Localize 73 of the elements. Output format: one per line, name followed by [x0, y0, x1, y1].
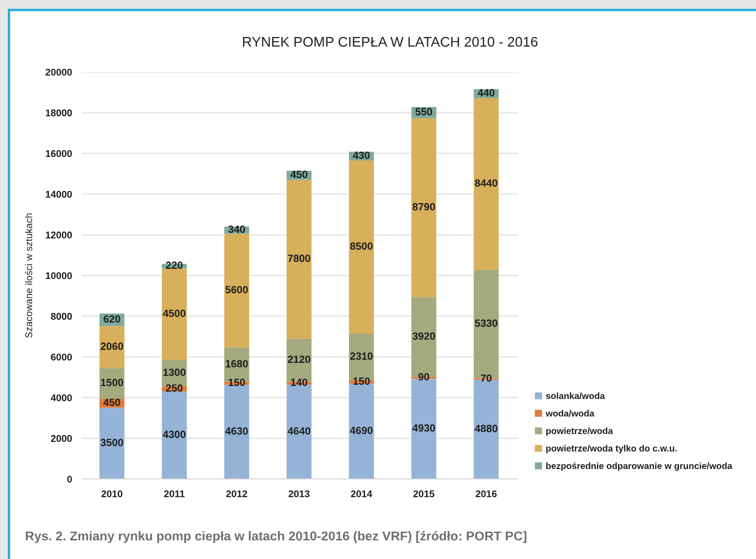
data-label: 550 [415, 108, 432, 116]
data-label: 2060 [100, 342, 124, 350]
data-label: 150 [353, 377, 370, 385]
x-tick-label: 2010 [101, 490, 122, 498]
data-label: 1300 [163, 368, 186, 376]
bar [99, 326, 124, 368]
data-label: 4690 [350, 426, 373, 434]
data-label: 250 [166, 384, 183, 392]
data-label: 430 [352, 152, 370, 159]
data-label: 8790 [412, 203, 435, 210]
data-label: 1680 [226, 360, 248, 368]
data-label: 150 [228, 378, 245, 386]
bar [348, 160, 374, 334]
data-label: 140 [291, 378, 308, 386]
chart-title: RYNEK POMP CIEPŁA W LATACH 2010 - 2016 [243, 36, 538, 47]
bar [162, 268, 187, 360]
y-tick-label: 8000 [50, 312, 72, 320]
data-label: 4300 [162, 430, 186, 438]
x-tick-label: 2013 [288, 490, 310, 498]
bar [286, 384, 312, 479]
bar [286, 180, 312, 339]
y-tick-label: 10000 [46, 272, 72, 280]
legend-label: powietrze/woda [546, 427, 613, 436]
data-label: 4930 [412, 424, 435, 432]
bar [162, 391, 187, 479]
data-label: 2310 [350, 352, 373, 360]
y-axis-title: Szacowane ilości w sztukach [24, 213, 32, 338]
data-label: 4640 [288, 427, 310, 435]
data-label: 4880 [474, 424, 498, 432]
text: Rys. 2. Zmiany rynku pomp ciepła w latach 2010-2016 (bez VRF) [źródło: PORT PC] [26, 530, 526, 544]
data-label: 2120 [288, 356, 310, 363]
legend-label: woda/woda [546, 410, 594, 417]
data-label: 4630 [225, 427, 248, 435]
data-label: 450 [290, 170, 308, 178]
data-label: 90 [418, 373, 430, 381]
x-tick-label: 2014 [350, 490, 372, 498]
data-label: 1500 [101, 378, 124, 386]
data-label: 8500 [350, 242, 373, 250]
y-tick-label: 6000 [51, 354, 72, 361]
x-tick-label: 2015 [413, 490, 434, 498]
bar [348, 384, 374, 479]
bar [474, 98, 499, 270]
legend-label: bezpośrednie odparowanie w gruncie/woda [546, 462, 732, 471]
x-tick-label: 2011 [164, 490, 185, 498]
legend-label: solanka/woda [546, 392, 605, 400]
legend-label: powietrze/woda tylko do c.w.u. [546, 444, 677, 454]
data-label: 8440 [474, 179, 498, 187]
data-label: 4500 [162, 310, 186, 317]
data-label: 340 [228, 226, 245, 233]
y-tick-label: 16000 [46, 150, 72, 158]
y-tick-label: 2000 [50, 435, 72, 442]
bar [99, 408, 124, 479]
y-tick-label: 0 [67, 476, 72, 483]
bar [411, 118, 436, 298]
y-tick-label: 4000 [50, 394, 72, 402]
bar [224, 384, 250, 479]
y-tick-label: 18000 [46, 109, 72, 116]
data-label: 7800 [288, 254, 310, 262]
data-label: 5330 [474, 319, 498, 327]
bar [99, 368, 124, 399]
bar [411, 378, 436, 479]
y-tick-label: 20000 [46, 68, 72, 76]
data-label: 5600 [225, 286, 248, 294]
data-label: 3500 [100, 438, 124, 446]
x-tick-label: 2016 [476, 490, 497, 498]
y-tick-label: 14000 [46, 190, 72, 198]
data-label: 440 [478, 88, 494, 96]
x-tick-label: 2012 [226, 490, 248, 498]
data-label: 450 [103, 398, 120, 406]
bar [224, 234, 250, 348]
y-tick-label: 12000 [46, 232, 72, 238]
data-label: 620 [104, 315, 120, 323]
data-label: 3920 [412, 332, 435, 340]
